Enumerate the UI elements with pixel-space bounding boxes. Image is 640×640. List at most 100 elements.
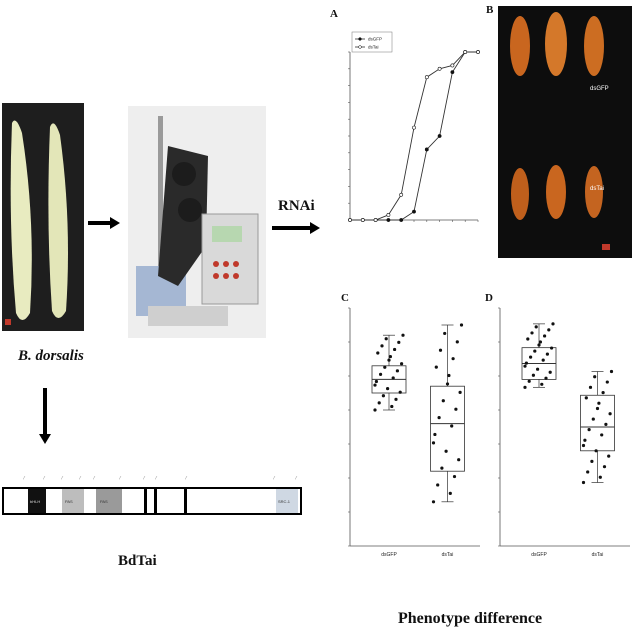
svg-text:---: --- bbox=[91, 474, 98, 481]
svg-text:---: --- bbox=[271, 474, 278, 481]
data-point bbox=[455, 340, 459, 344]
data-point bbox=[431, 500, 436, 504]
x-tick-label: dsTai bbox=[592, 552, 604, 558]
arrow-right-2-head bbox=[310, 222, 320, 234]
data-point bbox=[445, 382, 450, 386]
data-point bbox=[536, 367, 540, 371]
data-point bbox=[457, 458, 461, 462]
rig-illustration bbox=[128, 106, 266, 338]
series-point-1 bbox=[348, 218, 352, 222]
data-point bbox=[550, 346, 554, 350]
data-point bbox=[394, 397, 398, 401]
data-point bbox=[433, 432, 437, 437]
data-point bbox=[454, 407, 458, 411]
x-tick-label: dsGFP bbox=[531, 552, 547, 558]
data-point bbox=[444, 449, 448, 453]
box-iqr bbox=[430, 385, 465, 472]
data-point bbox=[450, 424, 454, 428]
gene-position-ticks: --- --- --- --- --- --- --- --- --- --- … bbox=[21, 474, 300, 481]
svg-text:---: --- bbox=[117, 474, 124, 481]
data-point bbox=[376, 351, 380, 355]
data-point bbox=[608, 412, 612, 416]
data-point bbox=[448, 491, 452, 495]
data-point bbox=[534, 325, 538, 329]
data-point bbox=[537, 343, 541, 347]
data-point bbox=[451, 357, 455, 361]
pupae-illustration bbox=[510, 12, 610, 250]
microinjection-rig-photo bbox=[128, 106, 266, 338]
x-tick-label: dsTai bbox=[442, 552, 454, 558]
gene-name: BdTai bbox=[118, 553, 157, 569]
series-point-1 bbox=[386, 213, 391, 217]
data-point bbox=[591, 417, 595, 421]
data-point bbox=[401, 333, 405, 337]
data-point bbox=[390, 404, 394, 409]
data-point bbox=[531, 373, 535, 377]
data-point bbox=[593, 375, 597, 379]
data-point bbox=[547, 328, 551, 332]
data-point bbox=[458, 390, 462, 394]
series-line-1 bbox=[350, 51, 478, 221]
data-point bbox=[441, 399, 445, 403]
pupae-photo: dsGFP dsTai bbox=[498, 6, 632, 258]
series-point-0 bbox=[399, 218, 404, 222]
larva-illustration bbox=[5, 120, 68, 325]
legend-marker-0 bbox=[358, 37, 362, 41]
series-point-1 bbox=[399, 192, 404, 197]
data-point bbox=[397, 340, 401, 344]
arrow-down-head bbox=[39, 434, 51, 444]
pupae-label-dstai: dsTai bbox=[590, 186, 605, 192]
data-point bbox=[452, 474, 457, 479]
data-point bbox=[438, 348, 443, 352]
series-point-0 bbox=[424, 147, 429, 152]
data-point bbox=[609, 369, 614, 374]
series-point-0 bbox=[450, 70, 455, 75]
arrow-right-2 bbox=[272, 226, 312, 230]
series-point-1 bbox=[476, 50, 480, 54]
data-point bbox=[590, 459, 594, 463]
data-point bbox=[380, 344, 384, 348]
data-point bbox=[526, 337, 530, 341]
data-point bbox=[595, 406, 600, 411]
data-point bbox=[459, 323, 464, 327]
domain-bhlh: bHLH bbox=[28, 489, 46, 513]
data-point bbox=[543, 334, 547, 338]
data-point bbox=[598, 475, 602, 479]
arrow-down bbox=[43, 388, 47, 436]
series-point-0 bbox=[412, 209, 416, 214]
domain-pas-1: PAS bbox=[62, 489, 84, 513]
data-point bbox=[594, 449, 598, 453]
legend-label-1: dsTai bbox=[368, 45, 379, 50]
data-point bbox=[400, 362, 404, 366]
series-point-1 bbox=[373, 218, 378, 222]
svg-text:---: --- bbox=[59, 474, 66, 481]
series-point-0 bbox=[386, 218, 391, 222]
data-point bbox=[440, 466, 444, 470]
rnai-label: RNAi bbox=[278, 198, 315, 214]
panel-d-letter: D bbox=[485, 292, 493, 304]
data-point bbox=[373, 383, 377, 387]
data-point bbox=[373, 408, 377, 412]
panel-b-letter: B bbox=[486, 4, 494, 16]
panel-d-box-plot: dsGFP dsTai bbox=[498, 307, 630, 558]
data-point bbox=[523, 385, 527, 389]
data-point bbox=[387, 358, 391, 362]
data-point bbox=[386, 387, 390, 391]
data-point bbox=[604, 422, 608, 426]
data-point bbox=[548, 370, 552, 374]
series-point-1 bbox=[450, 63, 455, 68]
domain-pas-2: PAS bbox=[96, 489, 122, 513]
series-point-1 bbox=[463, 50, 468, 54]
data-point bbox=[381, 394, 385, 398]
data-point bbox=[544, 376, 548, 380]
exon-marker-2 bbox=[154, 489, 157, 513]
data-point bbox=[374, 379, 378, 384]
data-point bbox=[601, 391, 605, 395]
data-point bbox=[607, 454, 611, 458]
data-point bbox=[586, 470, 590, 474]
data-point bbox=[391, 376, 395, 380]
data-point bbox=[541, 358, 545, 362]
data-point bbox=[398, 390, 402, 394]
data-point bbox=[388, 354, 392, 359]
panel-a-line-chart: dsGFP dsTai bbox=[348, 31, 480, 222]
